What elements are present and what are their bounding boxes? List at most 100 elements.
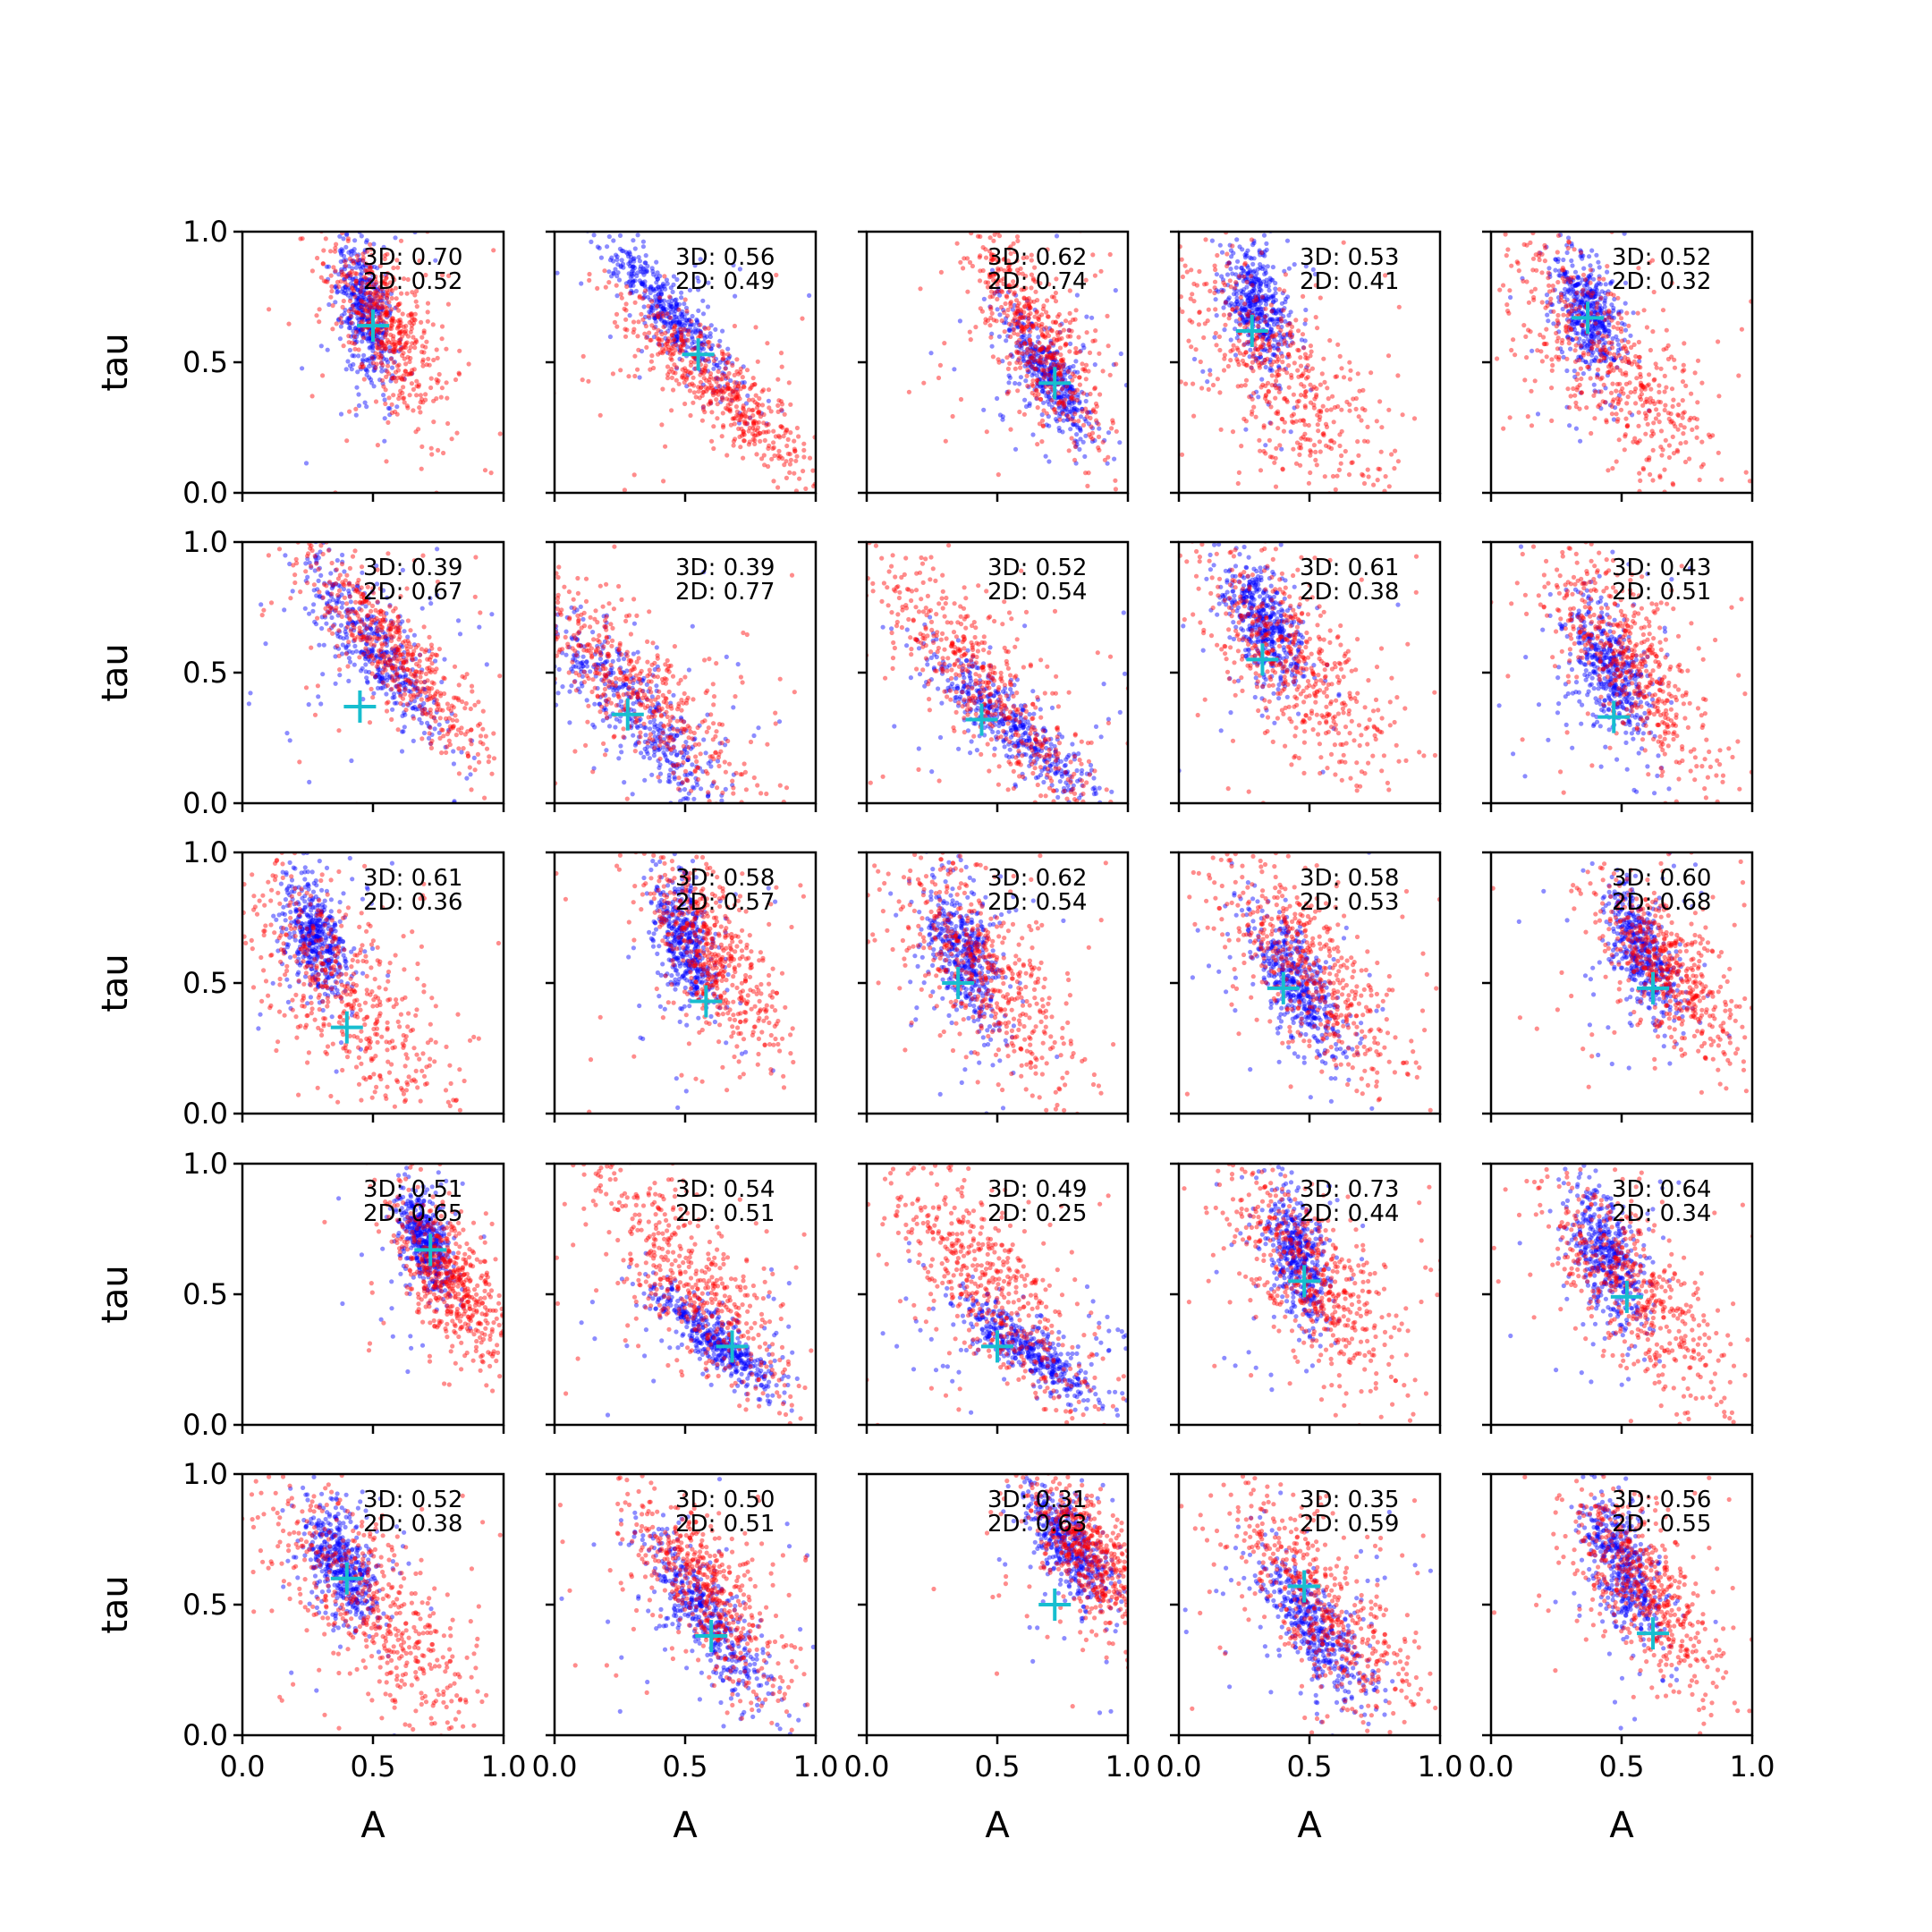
red-point-point xyxy=(1249,365,1254,370)
red-point-point xyxy=(987,235,993,241)
blue-point-point xyxy=(1068,384,1073,389)
red-point-point xyxy=(371,184,376,189)
blue-point-point xyxy=(730,360,735,366)
red-point-point xyxy=(397,393,402,398)
red-point-point xyxy=(1636,339,1641,345)
blue-point-point xyxy=(1589,289,1594,294)
blue-point-point xyxy=(1063,388,1070,394)
blue-point-point xyxy=(367,309,372,314)
blue-point-point xyxy=(347,315,352,320)
red-point-point xyxy=(925,443,929,447)
blue-point-point xyxy=(714,362,719,368)
blue-point-point xyxy=(662,284,667,289)
blue-point-point xyxy=(1595,309,1600,315)
red-point-point xyxy=(1014,267,1021,273)
red-point-point xyxy=(722,388,727,394)
red-point-point xyxy=(1280,417,1285,422)
red-point-point xyxy=(340,273,345,278)
red-point-point xyxy=(747,439,752,445)
blue-point-point xyxy=(1228,267,1233,272)
red-point-point xyxy=(1359,418,1364,423)
red-point-point xyxy=(1375,532,1379,537)
red-point-point xyxy=(710,393,716,398)
red-point-point xyxy=(1361,438,1368,444)
red-point-point xyxy=(803,486,809,492)
red-point-point xyxy=(390,316,395,321)
red-point-point xyxy=(405,334,411,339)
red-point-point xyxy=(328,249,334,254)
red-point-point xyxy=(1267,437,1272,443)
blue-point-point xyxy=(1283,366,1289,371)
blue-point-point xyxy=(374,292,379,298)
blue-point-point xyxy=(388,309,394,314)
red-point-point xyxy=(1037,421,1042,427)
blue-point-point xyxy=(1234,299,1240,305)
blue-point-point xyxy=(1572,309,1578,314)
red-point-point xyxy=(1302,431,1308,436)
red-point-point xyxy=(1623,355,1628,360)
red-point-point xyxy=(699,367,706,372)
blue-point-point xyxy=(1243,427,1249,432)
red-point-point xyxy=(657,342,662,347)
blue-point-point xyxy=(676,301,682,307)
blue-point-point xyxy=(1577,302,1582,308)
red-point-point xyxy=(368,305,373,310)
blue-point-point xyxy=(1058,395,1063,401)
blue-point-point xyxy=(1259,310,1265,316)
red-point-point xyxy=(725,386,731,391)
red-point-point xyxy=(708,398,714,403)
blue-point-point xyxy=(1246,341,1251,346)
red-point-point xyxy=(352,341,357,346)
blue-point-point xyxy=(380,308,386,313)
blue-point-point xyxy=(1015,309,1021,314)
red-point-point xyxy=(1257,365,1262,370)
red-point-point xyxy=(709,438,715,444)
red-point-point xyxy=(1097,447,1102,453)
blue-point-point xyxy=(579,281,584,286)
blue-point-point xyxy=(377,377,383,383)
blue-point-point xyxy=(1588,339,1594,344)
red-point-point xyxy=(711,445,716,452)
blue-point-point xyxy=(1566,275,1572,281)
red-point-point xyxy=(391,346,397,352)
red-point-point xyxy=(394,304,399,309)
red-point-point xyxy=(1055,370,1061,377)
blue-point-point xyxy=(699,369,704,375)
blue-point-point xyxy=(1270,277,1275,283)
red-point-point xyxy=(766,429,771,435)
blue-point-point xyxy=(1573,319,1579,325)
blue-point-point xyxy=(1233,301,1238,307)
red-point-point xyxy=(390,275,396,280)
red-point-point xyxy=(1318,449,1323,454)
red-point-point xyxy=(1004,294,1010,300)
red-point-point xyxy=(1606,309,1612,315)
red-point-point xyxy=(785,436,791,442)
red-point-point xyxy=(1658,445,1664,450)
blue-point-point xyxy=(1070,411,1075,416)
red-point-point xyxy=(1002,309,1007,315)
blue-point-point xyxy=(1257,250,1262,255)
red-point-point xyxy=(344,438,350,444)
blue-point-point xyxy=(1589,288,1595,293)
blue-point-point xyxy=(1058,394,1063,400)
blue-point-point xyxy=(1243,250,1249,256)
blue-point-point xyxy=(349,314,354,319)
red-point-point xyxy=(1250,409,1255,414)
blue-point-point xyxy=(349,334,354,339)
red-point-point xyxy=(1572,298,1577,303)
blue-point-point xyxy=(1569,305,1574,310)
red-point-point xyxy=(674,377,679,383)
blue-point-point xyxy=(1194,171,1199,175)
red-point-point xyxy=(1377,399,1383,404)
red-point-point xyxy=(1303,368,1309,373)
red-point-point xyxy=(1280,353,1285,359)
red-point-point xyxy=(741,455,746,461)
blue-point-point xyxy=(657,313,663,318)
blue-point-point xyxy=(1614,337,1620,343)
red-point-point xyxy=(389,307,394,312)
red-point-point xyxy=(1035,377,1040,383)
stat-2d-label: 2D: 0.41 xyxy=(1300,268,1399,295)
blue-point-point xyxy=(628,290,634,295)
red-point-point xyxy=(1069,194,1073,199)
red-point-point xyxy=(1662,373,1667,378)
